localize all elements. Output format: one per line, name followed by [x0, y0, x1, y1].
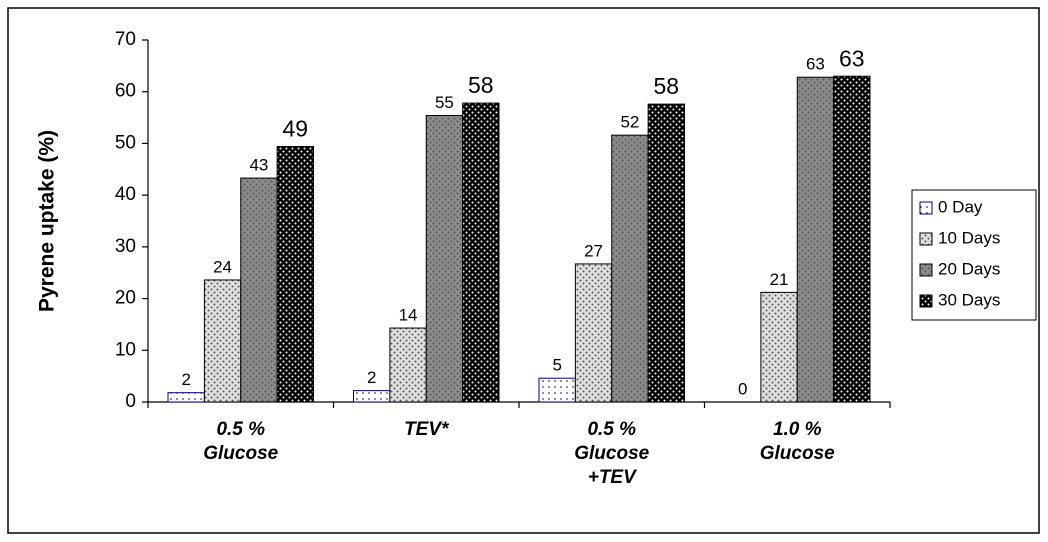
data-label: 27	[584, 241, 603, 260]
bar	[462, 102, 500, 403]
legend-swatch	[919, 294, 933, 308]
data-label: 2	[181, 370, 190, 389]
y-tick-label: 0	[125, 391, 136, 412]
legend-label: 10 Days	[938, 228, 1000, 247]
bar	[276, 146, 314, 403]
data-label: 58	[654, 73, 680, 99]
bar	[389, 327, 427, 403]
data-label: 49	[283, 116, 309, 142]
data-label: 58	[468, 72, 494, 98]
bar	[647, 103, 685, 403]
bar	[833, 75, 871, 403]
y-axis-title: Pyrene uptake (%)	[36, 130, 59, 312]
data-label: 5	[552, 356, 561, 375]
bar	[425, 115, 464, 403]
y-tick-label: 40	[115, 184, 136, 205]
bar	[538, 377, 576, 403]
x-tick-label: 0.5 % Glucose +TEV	[574, 419, 650, 488]
legend-label: 20 Days	[938, 259, 1000, 278]
data-label: 63	[839, 45, 865, 71]
legend-swatch	[919, 263, 933, 277]
y-tick-label: 30	[115, 236, 136, 257]
x-tick-label: 0.5 % Glucose	[203, 419, 279, 464]
data-label: 0	[738, 379, 747, 398]
data-label: 52	[620, 113, 639, 132]
y-tick-label: 60	[115, 81, 136, 102]
data-label: 2	[367, 368, 376, 387]
data-label: 43	[249, 156, 268, 175]
legend-swatch	[919, 232, 933, 246]
data-label: 21	[770, 270, 789, 289]
bar	[574, 263, 613, 403]
y-tick-label: 70	[115, 29, 136, 50]
y-tick-label: 20	[115, 288, 136, 309]
bar	[167, 392, 205, 403]
data-label: 63	[806, 55, 825, 74]
data-label: 24	[213, 257, 232, 276]
y-tick-label: 10	[115, 339, 136, 360]
data-label: 55	[435, 93, 454, 112]
bar	[203, 279, 242, 403]
bar	[760, 291, 798, 403]
legend-box	[911, 189, 1037, 321]
y-tick-label: 50	[115, 132, 136, 153]
bar	[240, 177, 278, 403]
data-label: 14	[399, 306, 418, 325]
legend-swatch	[919, 201, 933, 215]
x-tick-label: 1.0 % Glucose	[759, 419, 835, 464]
chart-border	[7, 7, 1040, 534]
bar	[353, 390, 391, 403]
legend-label: 0 Day	[938, 197, 983, 216]
bar	[796, 76, 835, 403]
bar	[611, 134, 649, 403]
x-tick-label: TEV*	[404, 419, 449, 440]
legend-label: 30 Days	[938, 290, 1000, 309]
